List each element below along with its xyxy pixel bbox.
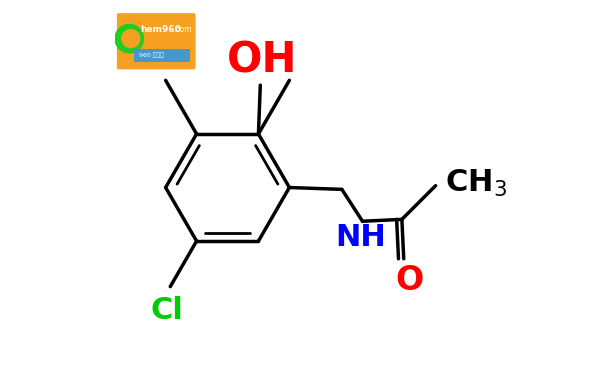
Text: Cl: Cl xyxy=(150,296,183,325)
Circle shape xyxy=(122,30,140,48)
Circle shape xyxy=(115,24,143,53)
Text: 960 化工网: 960 化工网 xyxy=(139,53,165,58)
FancyBboxPatch shape xyxy=(117,13,195,69)
Text: hem960: hem960 xyxy=(140,25,182,34)
Text: OH: OH xyxy=(227,39,298,81)
Text: .com: .com xyxy=(173,25,192,34)
Text: NH: NH xyxy=(335,223,386,252)
FancyBboxPatch shape xyxy=(134,49,190,62)
Text: O: O xyxy=(395,264,423,297)
Text: CH$_3$: CH$_3$ xyxy=(445,168,507,199)
